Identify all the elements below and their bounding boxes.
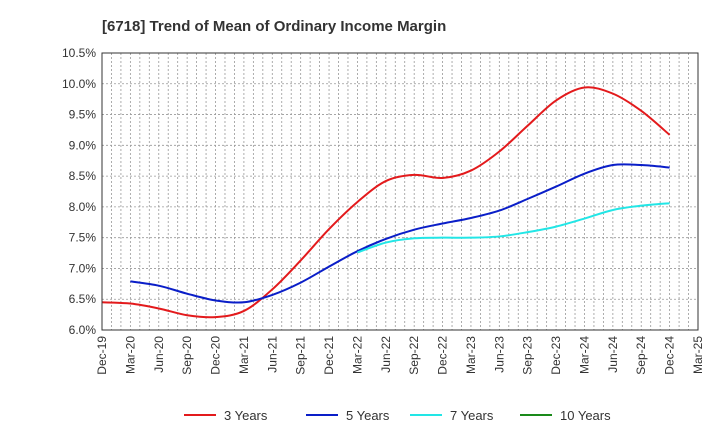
x-axis-ticks: Dec-19 Mar-20 Jun-20 Sep-20 Dec-20 Mar-21 Jun-… — [95, 336, 705, 375]
y-tick-label: 10.0% — [62, 77, 96, 91]
x-tick-label: Sep-24 — [634, 336, 648, 375]
chart-title: [6718] Trend of Mean of Ordinary Income … — [102, 18, 446, 35]
y-tick-label: 7.0% — [69, 261, 97, 275]
y-tick-label: 9.5% — [69, 108, 97, 122]
x-tick-label: Mar-24 — [577, 336, 591, 374]
legend: 3 Years 5 Years 7 Years 10 Years — [184, 408, 611, 423]
legend-label: 10 Years — [560, 408, 611, 423]
y-tick-label: 6.5% — [69, 292, 97, 306]
x-tick-label: Dec-22 — [436, 336, 450, 375]
x-tick-label: Sep-22 — [407, 336, 421, 375]
y-tick-label: 10.5% — [62, 46, 96, 60]
y-tick-label: 7.5% — [69, 231, 97, 245]
legend-label: 5 Years — [346, 408, 390, 423]
y-tick-label: 6.0% — [69, 323, 97, 337]
x-tick-label: Sep-23 — [521, 336, 535, 375]
x-tick-label: Jun-24 — [606, 336, 620, 373]
grid — [101, 52, 699, 331]
x-tick-label: Mar-22 — [350, 336, 364, 374]
x-tick-label: Jun-21 — [265, 336, 279, 373]
x-tick-label: Jun-20 — [152, 336, 166, 373]
x-tick-label: Sep-21 — [294, 336, 308, 375]
x-tick-label: Dec-23 — [549, 336, 563, 375]
x-tick-label: Mar-21 — [237, 336, 251, 374]
plot-frame — [101, 52, 699, 331]
series-lines — [101, 86, 671, 319]
x-tick-label: Sep-20 — [180, 336, 194, 375]
y-axis-ticks: 6.0% 6.5% 7.0% 7.5% 8.0% 8.5% 9.0% 9.5% 10.0% 10.… — [62, 46, 96, 337]
legend-label: 3 Years — [224, 408, 268, 423]
x-tick-label: Jun-22 — [379, 336, 393, 373]
legend-label: 7 Years — [450, 408, 494, 423]
x-tick-label: Dec-19 — [95, 336, 109, 375]
x-tick-label: Dec-24 — [663, 336, 677, 375]
x-tick-label: Jun-23 — [492, 336, 506, 373]
x-tick-label: Dec-20 — [209, 336, 223, 375]
series-line-7-years — [357, 202, 670, 254]
y-tick-label: 9.0% — [69, 138, 97, 152]
x-tick-label: Mar-25 — [691, 336, 705, 374]
x-tick-label: Mar-20 — [123, 336, 137, 374]
x-tick-label: Dec-21 — [322, 336, 336, 375]
series-line-5-years — [130, 163, 670, 304]
x-tick-label: Mar-23 — [464, 336, 478, 374]
y-tick-label: 8.0% — [69, 200, 97, 214]
series-line-3-years — [101, 86, 671, 319]
y-tick-label: 8.5% — [69, 169, 97, 183]
